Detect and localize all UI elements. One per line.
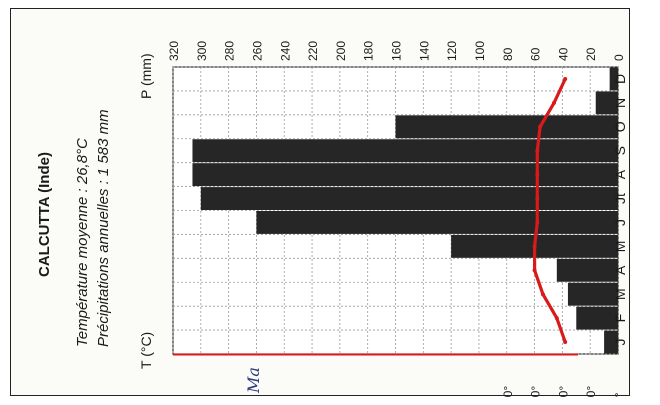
temperature-point <box>535 148 540 153</box>
precipitation-bar <box>556 258 618 282</box>
precip-tick-label: 180 <box>362 41 376 61</box>
month-label: J <box>612 339 628 346</box>
precipitation-bar <box>595 91 618 115</box>
month-label: O <box>612 121 628 132</box>
temperature-point <box>538 124 543 129</box>
month-label: J <box>612 219 628 226</box>
precip-axis-label: P (mm) <box>138 53 154 99</box>
month-label: Jt <box>612 193 628 204</box>
precip-tick-label: 80 <box>501 47 515 61</box>
chart-title: CALCUTTA (Inde) <box>36 152 53 277</box>
precipitation-bar <box>192 139 618 163</box>
month-label: S <box>612 146 628 155</box>
precipitation-bar <box>200 187 618 210</box>
precip-tick-label: 140 <box>417 41 431 61</box>
precip-tick-label: 160 <box>390 41 404 61</box>
temperature-point <box>563 76 568 81</box>
month-label: D <box>612 74 628 84</box>
month-label: A <box>612 169 628 179</box>
month-label: M <box>612 241 628 253</box>
temperature-point <box>563 340 568 345</box>
precip-tick-label: 40 <box>556 47 570 61</box>
temperature-point <box>532 268 537 273</box>
precipitation-bar <box>609 67 618 91</box>
temperature-point <box>532 244 537 249</box>
temperature-point <box>535 196 540 201</box>
precip-tick-label: 0 <box>612 54 626 61</box>
precip-tick-label: 300 <box>195 41 209 61</box>
chart-subtitle-precipitation: Précipitations annuelles : 1 583 mm <box>95 109 112 347</box>
plot-area <box>172 66 619 355</box>
temp-tick-label: 0° <box>612 392 626 397</box>
precipitation-bar <box>576 306 618 330</box>
precip-tick-label: 20 <box>584 47 598 61</box>
handwritten-note: Ma <box>244 367 263 394</box>
temp-tick-label: 10° <box>584 386 598 397</box>
precipitation-bar <box>192 163 618 187</box>
precipitation-bar <box>256 211 618 234</box>
precipitation-bar <box>604 330 618 354</box>
month-label: F <box>612 314 628 323</box>
month-label: A <box>612 265 628 275</box>
precip-tick-label: 220 <box>306 41 320 61</box>
temperature-point <box>554 316 559 321</box>
temperature-point <box>535 220 540 225</box>
climate-chart: CALCUTTA (Inde) Température moyenne : 26… <box>36 41 628 397</box>
precipitation-bar <box>395 115 618 139</box>
temp-tick-label: 20° <box>556 386 570 397</box>
temperature-line <box>533 77 567 344</box>
precip-tick-label: 60 <box>529 47 543 61</box>
temp-axis-label: T (°C) <box>138 332 154 369</box>
precip-tick-label: 240 <box>278 41 292 61</box>
precipitation-bar <box>567 282 618 306</box>
month-label: M <box>612 288 628 300</box>
month-label: N <box>612 98 628 108</box>
precip-tick-label: 100 <box>473 41 487 61</box>
precip-tick-label: 280 <box>223 41 237 61</box>
precip-tick-label: 120 <box>445 41 459 61</box>
chart-subtitle-temperature: Température moyenne : 26,8°C <box>74 138 91 347</box>
precip-tick-label: 320 <box>167 41 181 61</box>
temp-tick-label: 40° <box>501 386 515 397</box>
temp-tick-label: 30° <box>529 386 543 397</box>
climate-chart-frame: CALCUTTA (Inde) Température moyenne : 26… <box>10 8 630 397</box>
precip-tick-label: 200 <box>334 41 348 61</box>
temperature-point <box>535 172 540 177</box>
temperature-point <box>540 292 545 297</box>
precip-tick-label: 260 <box>250 41 264 61</box>
temperature-point <box>552 100 557 105</box>
